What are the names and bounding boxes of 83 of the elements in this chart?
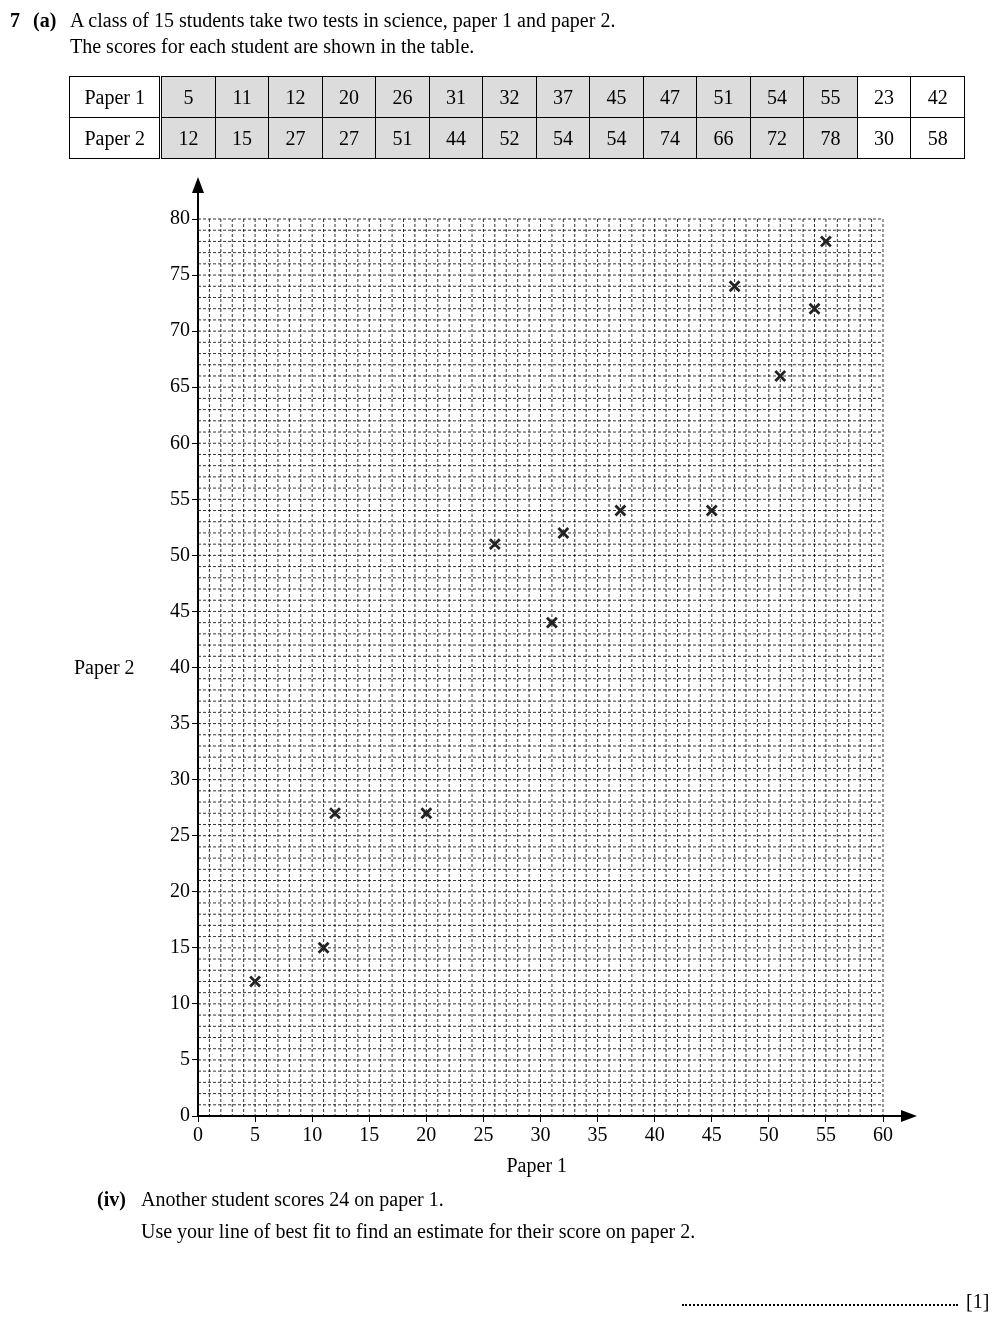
text: (a) — [33, 9, 57, 32]
point — [773, 369, 787, 383]
text: 66 — [696, 117, 751, 159]
y-tick-label: 75 — [170, 262, 190, 285]
text: 78 — [803, 117, 858, 159]
y-tick-label: 5 — [180, 1047, 190, 1070]
text: 51 — [696, 76, 751, 118]
text: 52 — [482, 117, 537, 159]
y-tick-label: 80 — [170, 206, 190, 229]
text: 20 — [322, 76, 376, 118]
text: 58 — [910, 117, 965, 159]
x-tick-label: 55 — [815, 1123, 836, 1146]
y-tick-label: 65 — [170, 374, 190, 397]
x-tick-label: 10 — [302, 1123, 323, 1146]
text: Paper 2 — [69, 117, 161, 159]
y-tick-label: 40 — [170, 654, 190, 677]
y-tick-label: 45 — [170, 598, 190, 621]
text: 45 — [589, 76, 644, 118]
x-tick-label: 20 — [416, 1123, 437, 1146]
x-tick-label: 40 — [644, 1123, 665, 1146]
y-tick-label: 55 — [170, 486, 190, 509]
x-tick-label: 45 — [701, 1123, 722, 1146]
x-tick-label: 30 — [530, 1123, 551, 1146]
text: 55 — [803, 76, 858, 118]
text: 12 — [268, 76, 323, 118]
x-tick-label: 50 — [758, 1123, 779, 1146]
point — [819, 235, 833, 248]
text: 23 — [857, 76, 911, 118]
y-tick-label: 0 — [180, 1103, 190, 1126]
text: 27 — [322, 117, 376, 159]
text: [1] — [966, 1290, 990, 1313]
text: 31 — [429, 76, 483, 118]
text: 37 — [536, 76, 590, 118]
y-tick-label: 20 — [170, 879, 190, 901]
point — [705, 504, 719, 517]
text: 54 — [589, 117, 644, 159]
text: 54 — [536, 117, 590, 159]
x-tick-label: 60 — [873, 1123, 893, 1146]
y-tick-label: 60 — [170, 430, 190, 453]
text: 11 — [215, 76, 269, 118]
text: 74 — [643, 117, 697, 159]
point — [248, 975, 262, 988]
x-tick-label: 25 — [473, 1123, 494, 1146]
text: 12 — [160, 117, 216, 159]
text: 51 — [375, 117, 430, 159]
x-tick-label: 15 — [359, 1123, 380, 1146]
text: 54 — [750, 76, 804, 118]
y-axis-title: Paper 2 — [74, 655, 135, 679]
y-tick-label: 30 — [170, 766, 190, 789]
y-tick-label: 15 — [170, 935, 190, 958]
text: 7 — [10, 9, 20, 32]
text: 26 — [375, 76, 430, 118]
y-tick-label: 10 — [170, 991, 190, 1014]
text: 44 — [429, 117, 483, 159]
text: (iv) — [97, 1188, 126, 1211]
x-tick-label: 35 — [587, 1123, 608, 1146]
text: The scores for each student are shown in the table. — [70, 35, 475, 58]
text: Use your line of best fit to find an estimate for their score on paper 2. — [141, 1220, 696, 1243]
point — [808, 302, 821, 316]
point — [614, 504, 627, 517]
point — [488, 537, 502, 551]
y-tick-label: 50 — [170, 542, 190, 565]
text: Paper 1 — [69, 76, 161, 118]
text: A class of 15 students take two tests in science, paper 1 and paper 2. — [70, 9, 616, 32]
y-tick-label: 35 — [170, 710, 190, 733]
text: Another student scores 24 on paper 1. — [141, 1188, 444, 1211]
text: 27 — [268, 117, 323, 159]
text: 72 — [750, 117, 804, 159]
point — [419, 806, 433, 820]
text: 42 — [910, 76, 965, 118]
y-tick-label: 25 — [170, 822, 190, 845]
point — [556, 526, 570, 540]
text: 15 — [215, 117, 269, 159]
point — [728, 279, 741, 293]
x-axis-title: Paper 1 — [506, 1154, 568, 1177]
text: 32 — [482, 76, 537, 118]
point — [317, 941, 330, 955]
text: 30 — [857, 117, 911, 159]
point — [545, 616, 559, 629]
text: 47 — [643, 76, 697, 118]
point — [328, 806, 342, 820]
x-tick-label: 5 — [250, 1123, 261, 1146]
y-tick-label: 70 — [170, 318, 190, 341]
